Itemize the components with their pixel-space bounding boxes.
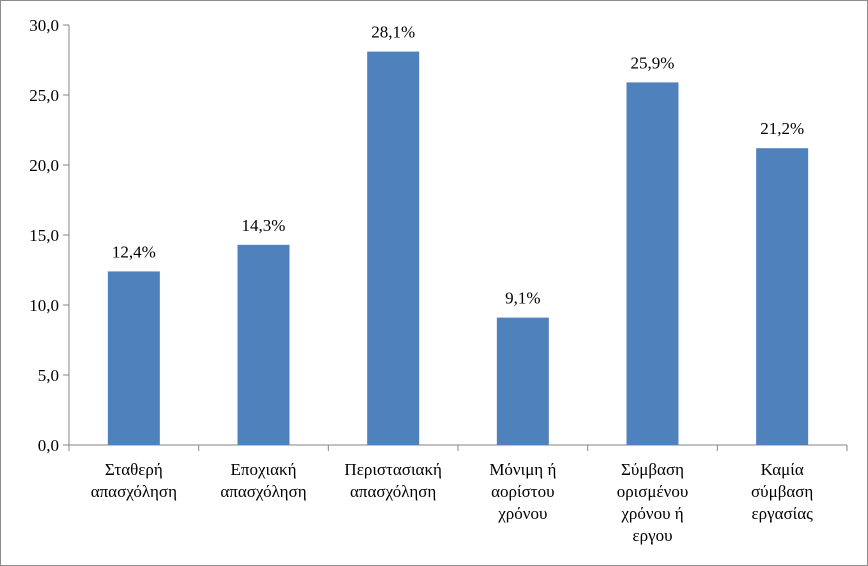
category-label-line: χρόνου: [497, 504, 547, 523]
data-label: 9,1%: [505, 289, 540, 308]
category-label-line: Σταθερή: [105, 460, 163, 479]
bar: [627, 82, 679, 445]
bar: [497, 318, 549, 445]
bar: [756, 148, 808, 445]
category-label-line: Μόνιμη ή: [489, 460, 556, 479]
data-label: 14,3%: [242, 216, 286, 235]
y-tick-label: 25,0: [29, 86, 59, 105]
y-tick-label: 30,0: [29, 16, 59, 35]
bar: [108, 271, 160, 445]
y-tick-label: 5,0: [38, 366, 59, 385]
y-tick-label: 0,0: [38, 436, 59, 455]
category-label-line: Περιστασιακή: [344, 460, 441, 479]
y-tick-label: 20,0: [29, 156, 59, 175]
category-label: Σύμβαση ορισμένου χρόνου ή εργου: [617, 460, 689, 545]
category-label: Σταθερή απασχόληση: [91, 460, 177, 501]
category-label-line: Σύμβαση: [621, 460, 684, 479]
category-label-line: χρόνου ή: [620, 504, 683, 523]
category-label: Μόνιμη ή αορίστου χρόνου: [489, 460, 556, 523]
labels: 12,4% Σταθερή απασχόληση 14,3% Εποχιακή απασχ…: [91, 23, 814, 545]
y-tick-label: 10,0: [29, 296, 59, 315]
category-label: Καμία σύμβαση εργασίας: [751, 460, 813, 523]
category-label-line: απασχόληση: [220, 482, 306, 501]
y-tick-label: 15,0: [29, 226, 59, 245]
bar: [238, 245, 290, 445]
category-label-line: Εποχιακή: [231, 460, 297, 479]
data-label: 12,4%: [112, 242, 156, 261]
data-label: 25,9%: [631, 53, 675, 72]
category-label-line: Καμία: [761, 460, 804, 479]
category-label-line: εργου: [632, 526, 672, 545]
category-label-line: απασχόληση: [91, 482, 177, 501]
data-label: 28,1%: [371, 23, 415, 42]
category-label: Εποχιακή απασχόληση: [220, 460, 306, 501]
category-label: Περιστασιακή απασχόληση: [344, 460, 441, 501]
category-label-line: σύμβαση: [751, 482, 813, 501]
category-label-line: αορίστου: [491, 482, 554, 501]
data-label: 21,2%: [760, 119, 804, 138]
category-label-line: ορισμένου: [617, 482, 689, 501]
category-label-line: απασχόληση: [350, 482, 436, 501]
bar: [367, 52, 419, 445]
bars: [108, 52, 808, 445]
category-label-line: εργασίας: [751, 504, 813, 523]
